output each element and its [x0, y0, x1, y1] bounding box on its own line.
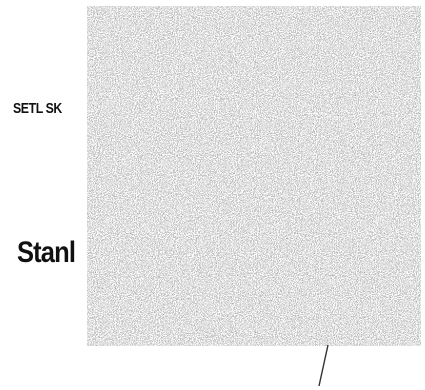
- noise-panel: [87, 6, 421, 346]
- noise-rect: [87, 6, 421, 346]
- noise-texture: [87, 6, 421, 346]
- pointer-line-stroke: [318, 344, 329, 387]
- bottom-label: Stanl: [17, 236, 76, 269]
- top-label: SETL SK: [13, 100, 62, 117]
